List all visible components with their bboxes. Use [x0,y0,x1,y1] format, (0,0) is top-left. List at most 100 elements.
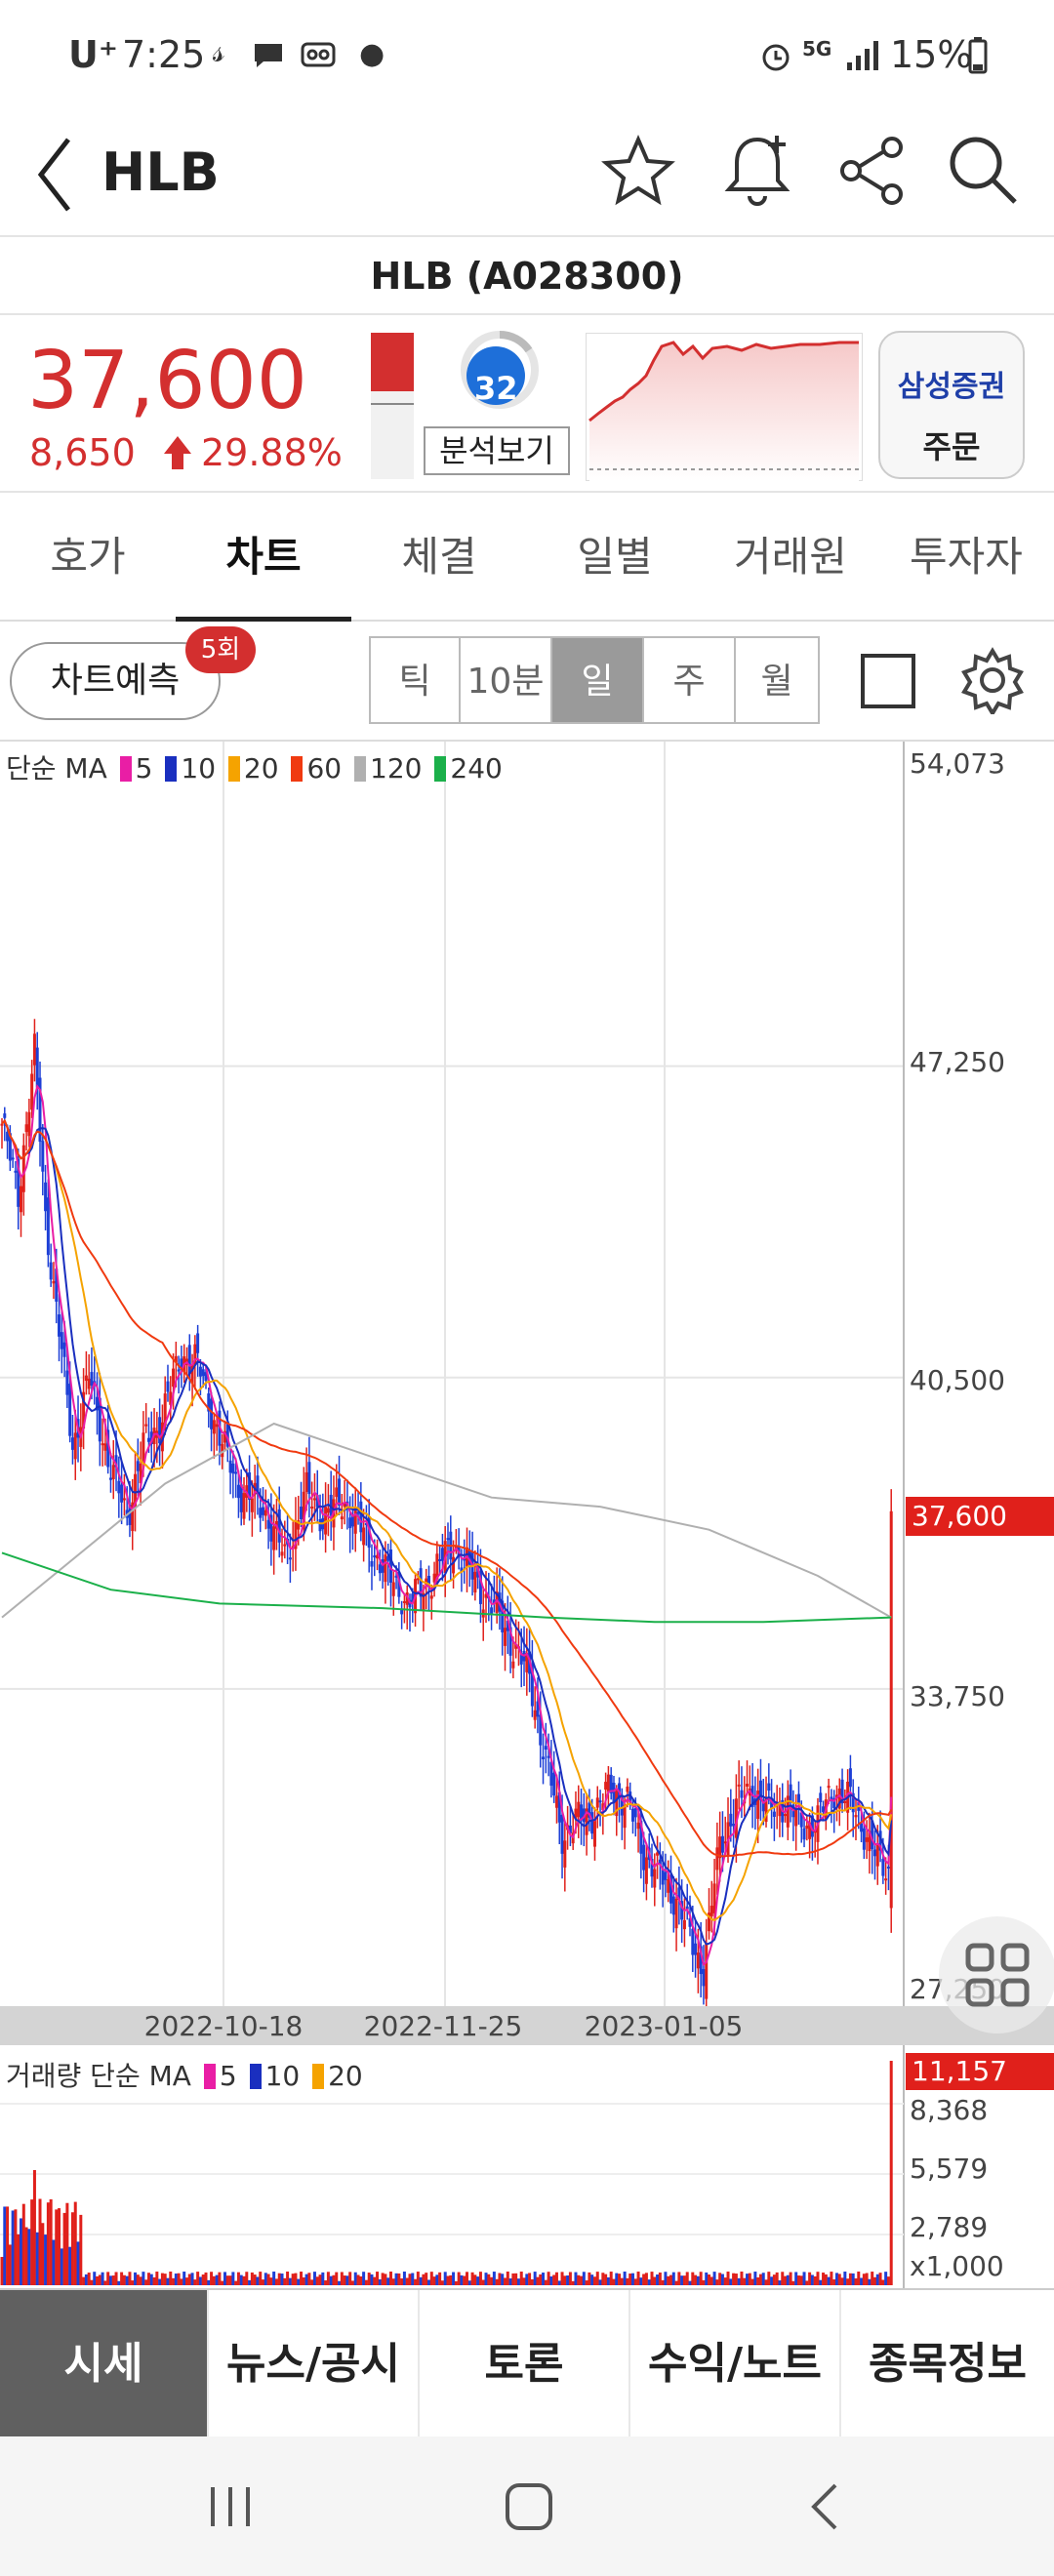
candle-body [136,1461,140,1471]
candlestick-chart[interactable] [0,742,1054,2288]
candle-body [661,1869,665,1885]
volume-bar [312,2272,316,2285]
nav-profit-note[interactable]: 수익/노트 [630,2290,841,2438]
tab-investors[interactable]: 투자자 [910,533,1023,581]
candle-body [14,1170,18,1173]
candle-body [568,1825,572,1833]
ma60-label: 60 [306,752,343,785]
volume-bar [62,2212,66,2285]
star-icon[interactable] [599,132,677,210]
period-day[interactable]: 일 [552,636,644,724]
volume-bar [266,2274,270,2285]
candle-body [604,1782,608,1791]
candle-body [376,1554,380,1559]
tab-chart[interactable]: 차트 [176,493,351,622]
candle-body [144,1424,148,1427]
ma120-swatch [354,756,367,782]
volume-bar [269,2277,273,2285]
period-week[interactable]: 주 [644,636,736,724]
candle-body [397,1571,401,1597]
volume-bar [628,2274,632,2285]
volume-bar [598,2279,602,2285]
settings-icon[interactable] [958,646,1027,714]
share-icon[interactable] [835,132,910,210]
volume-bar [530,2278,534,2285]
volume-bar [884,2272,888,2285]
checkbox-icon[interactable] [859,652,917,710]
volume-bar [310,2279,314,2285]
volume-bar [218,2272,222,2285]
candle-body [149,1431,153,1445]
volume-bar [166,2277,170,2285]
system-back-icon[interactable] [804,2479,843,2534]
volume-bar [297,2278,301,2285]
period-tick[interactable]: 틱 [369,636,461,724]
candle-body [408,1599,412,1608]
candle-body [868,1831,872,1852]
candle-body [302,1491,305,1530]
battery-label: 15% [890,33,973,76]
tab-brokers[interactable]: 거래원 [734,533,847,581]
back-icon[interactable] [31,130,80,220]
candle-body [111,1465,115,1479]
candle-body [574,1808,578,1820]
volume-bar [609,2272,613,2285]
volume-bar [131,2280,135,2285]
candle-body [830,1796,833,1800]
order-button[interactable]: 삼성증권 주문 [878,331,1025,479]
nav-discussion[interactable]: 토론 [420,2290,630,2438]
volume-bar [259,2272,263,2285]
volume-bar [207,2279,211,2285]
candle-body [338,1478,342,1506]
volume-bar [68,2246,72,2285]
candle-body [786,1795,790,1828]
candle-body [504,1628,507,1646]
analysis-button[interactable]: 분석보기 [424,426,570,475]
volume-bar [881,2279,885,2285]
candle-body [90,1372,94,1387]
candle-body [530,1664,534,1707]
nav-quote[interactable]: 시세 [0,2290,209,2438]
price-chart-area[interactable]: 단순 MA 5 10 20 60 120 240 54,073 47,250 4… [0,742,1054,2288]
candle-body [142,1432,145,1461]
volume-bar [557,2280,561,2285]
nav-stock-info[interactable]: 종목정보 [841,2290,1054,2438]
candle-body [740,1790,744,1798]
volume-bar [234,2280,238,2285]
recent-apps-icon[interactable] [207,2479,256,2534]
home-icon[interactable] [502,2479,556,2534]
volume-bar [571,2280,575,2285]
volume-bar [612,2278,616,2285]
tab-orderbook[interactable]: 호가 [50,533,126,581]
period-10min[interactable]: 10분 [461,636,552,724]
volume-bar [626,2277,629,2285]
candle-body [506,1620,509,1631]
period-month[interactable]: 월 [736,636,820,724]
floating-menu-button[interactable] [939,1916,1054,2033]
candle-body [58,1314,61,1337]
candle-body [819,1792,823,1802]
tab-daily[interactable]: 일별 [577,533,653,581]
volume-bar [193,2279,197,2285]
candle-body [146,1437,150,1442]
volume-bar [304,2274,308,2285]
candle-body [544,1746,547,1751]
volume-bar [796,2275,800,2285]
volume-bar [743,2277,747,2285]
volume-bar [791,2280,795,2285]
candle-body [391,1582,395,1596]
bell-plus-icon[interactable] [718,130,796,212]
nav-news[interactable]: 뉴스/공시 [209,2290,420,2438]
volume-bar [356,2274,360,2285]
candle-body [881,1859,885,1876]
candle-body [612,1782,616,1802]
candle-body [262,1507,265,1515]
tab-trades[interactable]: 체결 [401,533,477,581]
candle-body [223,1430,226,1443]
volume-bar [677,2272,681,2285]
search-icon[interactable] [943,130,1021,208]
candle-body [394,1575,398,1578]
volume-bar [767,2272,771,2285]
candle-body [440,1548,444,1561]
candle-body [6,1131,10,1142]
